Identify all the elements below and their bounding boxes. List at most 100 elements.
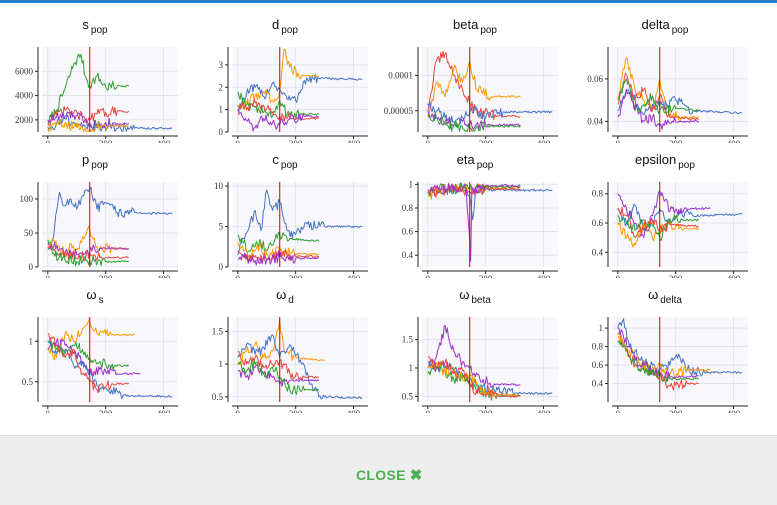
dialog-footer: CLOSE ✖ xyxy=(0,435,777,505)
y-tick-label: 0.5 xyxy=(402,391,414,401)
y-tick-label: 0 xyxy=(29,262,34,272)
series-line xyxy=(47,338,141,377)
x-tick-label: 0 xyxy=(616,139,621,143)
y-tick-label: 1.5 xyxy=(212,326,224,336)
y-tick-label: 0 xyxy=(219,262,224,272)
series-line xyxy=(617,72,699,121)
y-tick-label: 1 xyxy=(409,179,414,189)
x-tick-label: 400 xyxy=(537,139,551,143)
series-line xyxy=(617,57,700,122)
series-line xyxy=(427,325,521,389)
series-line xyxy=(237,359,320,395)
x-tick-label: 0 xyxy=(616,274,621,278)
y-tick-label: 100 xyxy=(20,194,34,204)
series-line xyxy=(237,189,363,256)
series-line xyxy=(617,334,711,378)
y-tick-label: 1.5 xyxy=(402,335,414,345)
series-line xyxy=(47,320,135,361)
series-line xyxy=(47,243,129,262)
y-tick-label: 1 xyxy=(29,336,34,346)
chart-title: ω delta xyxy=(648,287,682,306)
y-tick-label: 0.5 xyxy=(212,392,224,402)
x-tick-label: 400 xyxy=(157,274,171,278)
close-icon: ✖ xyxy=(409,466,423,484)
series-line xyxy=(237,350,319,381)
series-line xyxy=(617,89,743,116)
series-line xyxy=(47,340,130,371)
x-tick-label: 200 xyxy=(99,274,113,278)
series-line xyxy=(47,239,129,267)
series-line xyxy=(237,73,363,111)
y-tick-label: 0 xyxy=(219,127,224,137)
series-line xyxy=(47,118,129,132)
x-tick-label: 0 xyxy=(426,409,431,413)
x-tick-label: 0 xyxy=(236,409,241,413)
close-button[interactable]: CLOSE ✖ xyxy=(356,465,423,485)
series-line xyxy=(617,190,711,239)
series-line xyxy=(427,110,521,131)
x-tick-label: 0 xyxy=(236,139,241,143)
series-line xyxy=(427,184,521,198)
series-line xyxy=(617,78,700,115)
plot-area xyxy=(422,317,558,402)
plot-area xyxy=(232,47,368,132)
chart-title: d pop xyxy=(272,17,298,36)
y-tick-label: 0.5 xyxy=(22,377,34,387)
x-tick-label: 200 xyxy=(479,409,493,413)
y-tick-label: 0.8 xyxy=(592,189,604,199)
x-tick-label: 0 xyxy=(46,409,51,413)
top-accent-bar xyxy=(0,0,777,3)
chart-title: beta pop xyxy=(453,17,497,36)
series-line xyxy=(427,356,521,401)
series-line xyxy=(427,113,521,132)
y-tick-label: 2 xyxy=(219,82,224,92)
x-tick-label: 400 xyxy=(727,409,741,413)
x-tick-label: 200 xyxy=(289,274,303,278)
x-tick-label: 400 xyxy=(347,274,361,278)
chart-title: s pop xyxy=(82,17,108,36)
series-line xyxy=(617,206,700,239)
chart-svg: ωs 0 200 400 0.5 1 xyxy=(22,287,178,413)
y-tick-label: 5 xyxy=(219,222,224,232)
series-line xyxy=(617,318,743,377)
series-line xyxy=(47,53,130,124)
x-tick-label: 400 xyxy=(727,139,741,143)
y-tick-label: 0.6 xyxy=(402,227,414,237)
series-line xyxy=(237,231,320,253)
y-tick-label: 0.4 xyxy=(402,250,414,260)
chart-grid: spop0200400200040006000dpop02004000123be… xyxy=(0,3,777,435)
x-tick-label: 200 xyxy=(669,274,683,278)
x-tick-label: 0 xyxy=(426,139,431,143)
x-tick-label: 0 xyxy=(426,274,431,278)
chart-panel: ωs 0 200 400 0.5 1 xyxy=(0,278,190,413)
series-line xyxy=(617,89,700,130)
x-tick-label: 200 xyxy=(289,409,303,413)
x-tick-label: 0 xyxy=(46,139,51,143)
series-line xyxy=(47,114,173,132)
chart-panel: ωd 0 200 400 0.5 1 1.5 xyxy=(190,278,380,413)
series-line xyxy=(47,340,173,399)
y-tick-label: 0.00005 xyxy=(384,106,414,116)
y-tick-label: 0.6 xyxy=(592,360,604,370)
x-tick-label: 0 xyxy=(46,274,51,278)
x-tick-label: 200 xyxy=(479,274,493,278)
x-tick-label: 200 xyxy=(669,409,683,413)
series-line xyxy=(617,220,700,248)
y-tick-label: 0.8 xyxy=(592,342,604,352)
y-tick-label: 3 xyxy=(219,60,224,70)
series-line xyxy=(237,334,363,400)
